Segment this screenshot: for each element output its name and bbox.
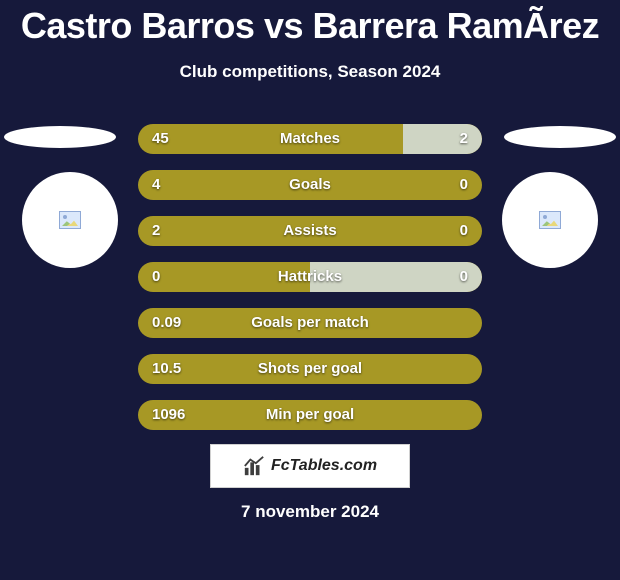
snapshot-date: 7 november 2024 (0, 502, 620, 522)
page-subtitle: Club competitions, Season 2024 (0, 62, 620, 82)
stat-metric-label: Hattricks (138, 262, 482, 292)
stat-right-value: 2 (460, 124, 468, 154)
stat-metric-label: Matches (138, 124, 482, 154)
fctables-logo-text: FcTables.com (271, 457, 377, 475)
player-right-avatar (502, 172, 598, 268)
stat-metric-label: Assists (138, 216, 482, 246)
stat-row: 4Goals0 (138, 170, 482, 200)
page-title: Castro Barros vs Barrera RamÃ­rez (0, 0, 620, 46)
stat-right-value: 0 (460, 262, 468, 292)
fctables-logo: FcTables.com (210, 444, 410, 488)
player-left-avatar (22, 172, 118, 268)
stat-row: 1096Min per goal (138, 400, 482, 430)
stat-right-value: 0 (460, 170, 468, 200)
stat-row: 10.5Shots per goal (138, 354, 482, 384)
image-placeholder-icon (59, 211, 81, 229)
stat-metric-label: Shots per goal (138, 354, 482, 384)
stat-metric-label: Goals per match (138, 308, 482, 338)
image-placeholder-icon (539, 211, 561, 229)
player-left-shadow (4, 126, 116, 148)
stat-metric-label: Goals (138, 170, 482, 200)
stat-right-value: 0 (460, 216, 468, 246)
player-right-shadow (504, 126, 616, 148)
stat-metric-label: Min per goal (138, 400, 482, 430)
stat-row: 45Matches2 (138, 124, 482, 154)
stat-row: 0.09Goals per match (138, 308, 482, 338)
fctables-chart-icon (243, 455, 265, 477)
stat-row: 2Assists0 (138, 216, 482, 246)
comparison-bars: 45Matches24Goals02Assists00Hattricks00.0… (138, 124, 482, 446)
stat-row: 0Hattricks0 (138, 262, 482, 292)
